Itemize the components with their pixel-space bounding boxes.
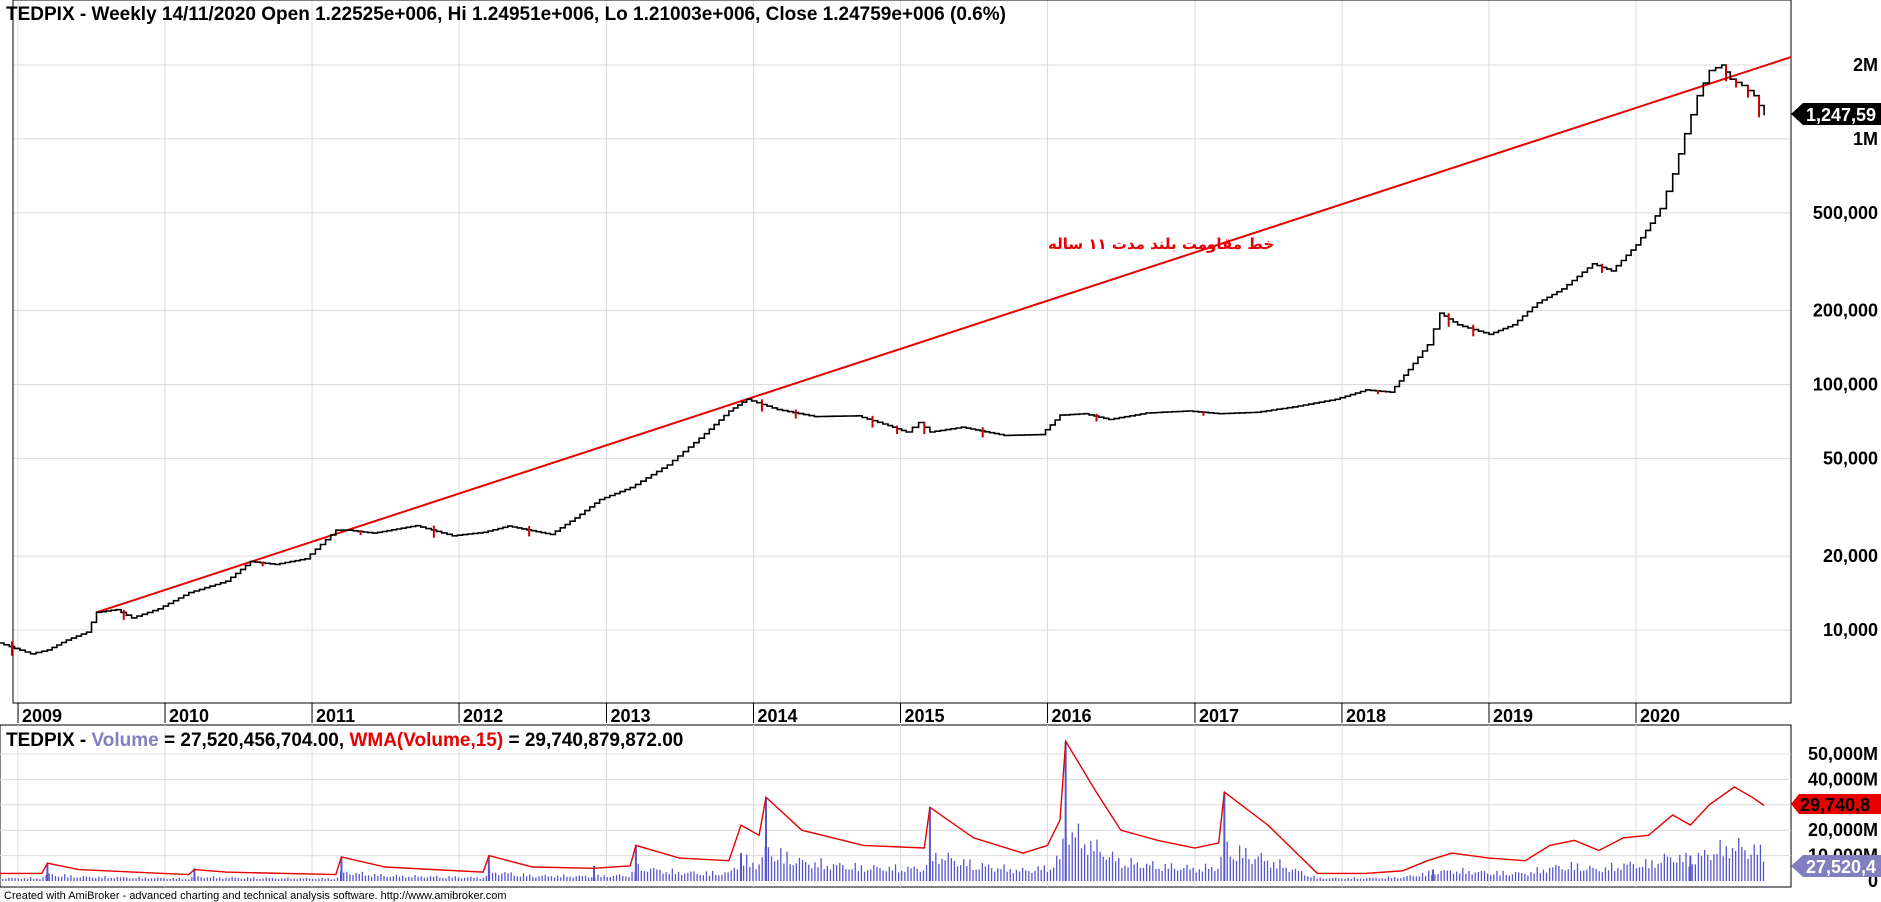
last-close-badge: 1,247,59 — [1791, 103, 1881, 125]
year-tick-label: 2018 — [1346, 706, 1386, 726]
volume-grid — [0, 725, 1791, 887]
volume-tick-label: 0 — [1868, 871, 1878, 891]
price-tick-label: 1M — [1853, 129, 1878, 149]
year-tick-label: 2015 — [905, 706, 945, 726]
price-tick-label: 100,000 — [1813, 374, 1878, 394]
year-tick-label: 2020 — [1640, 706, 1680, 726]
price-tick-label: 10,000 — [1823, 620, 1878, 640]
last-close-label: 1,247,59 — [1806, 105, 1876, 125]
year-tick-label: 2017 — [1199, 706, 1239, 726]
price-candles — [10, 65, 1761, 656]
year-tick-label: 2009 — [22, 706, 62, 726]
price-tick-label: 2M — [1853, 55, 1878, 75]
year-tick-label: 2012 — [463, 706, 503, 726]
year-tick-label: 2014 — [757, 706, 797, 726]
footer-credit: Created with AmiBroker - advanced charti… — [4, 890, 507, 902]
year-tick-label: 2011 — [316, 706, 355, 726]
price-line — [0, 64, 1765, 655]
year-tick-label: 2019 — [1493, 706, 1533, 726]
year-tick-label: 2013 — [610, 706, 650, 726]
volume-symbol: TEDPIX - — [6, 730, 92, 751]
resistance-annotation: خط مقاومت بلند مدت ۱۱ ساله — [1048, 235, 1274, 253]
volume-bars — [0, 741, 1765, 881]
price-y-axis: 10,000 20,000 50,000 100,000 200,000 500,000 1… — [1813, 55, 1878, 640]
price-panel-border — [12, 0, 1792, 704]
wma-badge-label: 29,740,8 — [1800, 795, 1870, 815]
year-tick-label: 2016 — [1052, 706, 1092, 726]
volume-panel-border — [0, 724, 1792, 888]
price-tick-label: 20,000 — [1823, 546, 1878, 566]
chart-title: TEDPIX - Weekly 14/11/2020 Open 1.22525e… — [6, 4, 1006, 25]
price-tick-label: 500,000 — [1813, 203, 1878, 223]
volume-tick-label: 20,000M — [1808, 820, 1878, 840]
price-tick-label: 200,000 — [1813, 301, 1878, 321]
volume-value: = 27,520,456,704.00, — [159, 730, 350, 751]
price-x-axis: 2009 2010 2011 2012 2013 2014 2015 2016 2017 2018… — [17, 703, 1680, 726]
wma-badge: 29,740,8 — [1791, 794, 1881, 815]
volume-badge: 27,520,4 — [1791, 855, 1881, 877]
year-tick-label: 2010 — [169, 706, 209, 726]
resistance-line — [96, 56, 1792, 614]
volume-tick-label: 40,000M — [1808, 769, 1878, 789]
volume-tick-label: 50,000M — [1808, 744, 1878, 764]
price-tick-label: 50,000 — [1823, 448, 1878, 468]
volume-badge-label: 27,520,4 — [1806, 857, 1876, 877]
wma-value: = 29,740,879,872.00 — [503, 730, 683, 751]
wma-name: WMA(Volume,15) — [349, 730, 503, 751]
wma-line — [0, 739, 1765, 876]
volume-header: TEDPIX - Volume = 27,520,456,704.00, WMA… — [6, 730, 683, 751]
price-grid — [13, 0, 1791, 703]
volume-name: Volume — [92, 730, 159, 751]
